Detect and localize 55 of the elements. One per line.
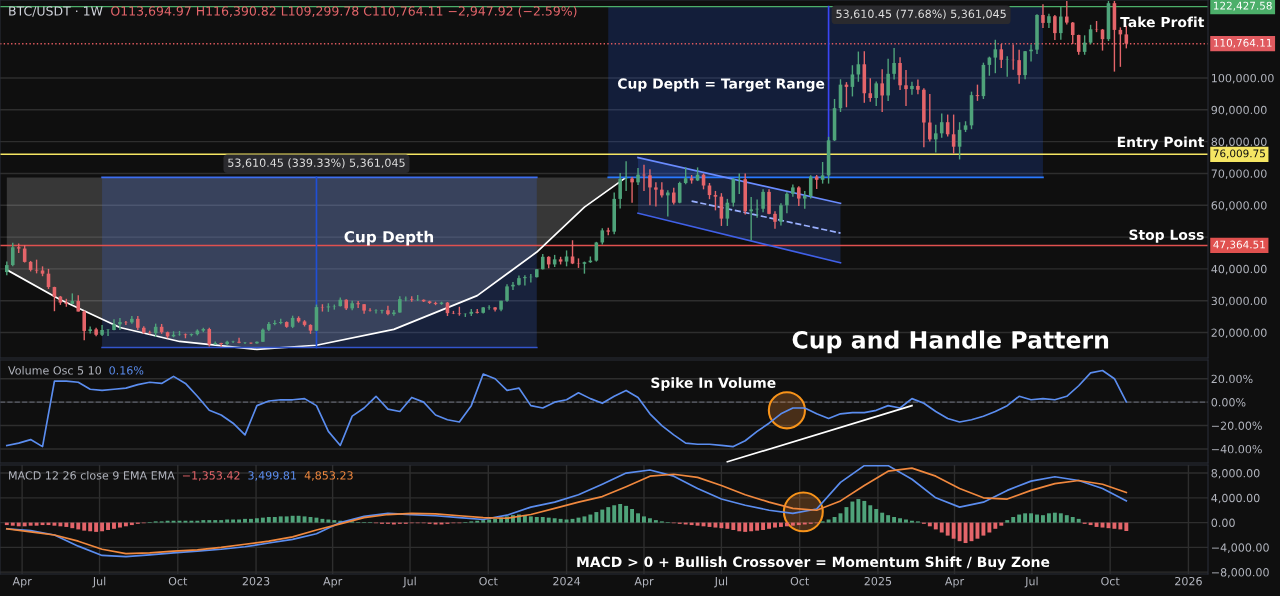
ref-line-label: 122,427.58 bbox=[1213, 1, 1272, 11]
y-tick-label: −4,000.00 bbox=[1211, 543, 1269, 553]
chart-title: BTC/USDT · 1W bbox=[9, 6, 103, 17]
ref-line-label: 110,764.11 bbox=[1213, 38, 1272, 48]
chart-title: Volume Osc 5 10 bbox=[8, 366, 102, 375]
y-tick-label: −8,000.00 bbox=[1211, 568, 1269, 578]
x-tick-label: 2024 bbox=[553, 576, 581, 586]
chart-title: MACD 12 26 close 9 EMA EMA bbox=[9, 471, 175, 480]
y-tick-label: 20,000.00 bbox=[1211, 328, 1267, 339]
annotation: 0.16% bbox=[109, 366, 144, 375]
annotation: Take Profit bbox=[1120, 16, 1205, 28]
annotation: Cup Depth = Target Range bbox=[617, 78, 825, 92]
y-tick-label: 4,000.00 bbox=[1211, 493, 1260, 504]
annotation: Spike In Volume bbox=[651, 377, 776, 391]
y-tick-label: 0.00% bbox=[1211, 398, 1246, 407]
x-tick-label: Apr bbox=[12, 577, 32, 588]
x-tick-label: Oct bbox=[168, 576, 188, 586]
annotation: MACD > 0 + Bullish Crossover = Momentum Shift / Buy Zone bbox=[577, 556, 1050, 570]
chart-subtitle: O113,694.97 H116,390.82 L109,299.78 C110,764.11 −2,947.92 (−2.59%) bbox=[111, 6, 577, 18]
series-label: 53,610.45 (77.68%) 5,361,045 bbox=[836, 9, 1006, 20]
x-tick-label: Oct bbox=[790, 576, 809, 586]
y-tick-label: 40,000.00 bbox=[1211, 264, 1267, 275]
ref-line-label: 47,364.51 bbox=[1213, 240, 1265, 250]
y-tick-label: 100,000.00 bbox=[1212, 73, 1274, 84]
y-tick-label: 60,000.00 bbox=[1211, 201, 1267, 211]
x-tick-label: 2023 bbox=[242, 576, 270, 586]
annotation: Stop Loss bbox=[1129, 229, 1204, 243]
annotation: Cup and Handle Pattern bbox=[792, 330, 1109, 354]
annotation: 4,853.23 bbox=[304, 471, 353, 481]
series-label: 53,610.45 (339.33%) 5,361,045 bbox=[228, 158, 405, 169]
x-tick-label: Apr bbox=[634, 577, 654, 588]
y-tick-label: 0.00 bbox=[1211, 518, 1235, 527]
y-tick-label: 70,000.00 bbox=[1211, 169, 1267, 179]
y-tick-label: 80,000.00 bbox=[1211, 137, 1267, 148]
x-tick-label: Jul bbox=[92, 576, 106, 588]
annotation: Entry Point bbox=[1117, 136, 1205, 150]
x-tick-label: Oct bbox=[479, 576, 498, 586]
y-tick-label: 90,000.00 bbox=[1211, 105, 1267, 116]
x-tick-label: 2025 bbox=[864, 576, 892, 586]
x-tick-label: Apr bbox=[944, 577, 965, 588]
x-tick-label: Oct bbox=[1101, 576, 1120, 586]
annotation: Cup Depth bbox=[344, 230, 434, 246]
x-tick-label: 2026 bbox=[1175, 576, 1202, 586]
x-tick-label: Jul bbox=[714, 576, 728, 588]
y-tick-label: 30,000.00 bbox=[1211, 296, 1267, 307]
y-tick-label: −40.00% bbox=[1211, 444, 1262, 454]
x-tick-label: Jul bbox=[1024, 576, 1038, 588]
annotation: 3,499.81 bbox=[248, 471, 296, 481]
ref-line-label: 76,009.75 bbox=[1213, 149, 1265, 159]
x-tick-label: Apr bbox=[323, 577, 343, 588]
y-tick-label: 20.00% bbox=[1211, 374, 1253, 384]
y-tick-label: 8,000.00 bbox=[1211, 469, 1260, 479]
y-tick-label: −20.00% bbox=[1211, 421, 1262, 430]
x-tick-label: Jul bbox=[402, 576, 416, 588]
annotation: −1,353.42 bbox=[182, 471, 240, 481]
